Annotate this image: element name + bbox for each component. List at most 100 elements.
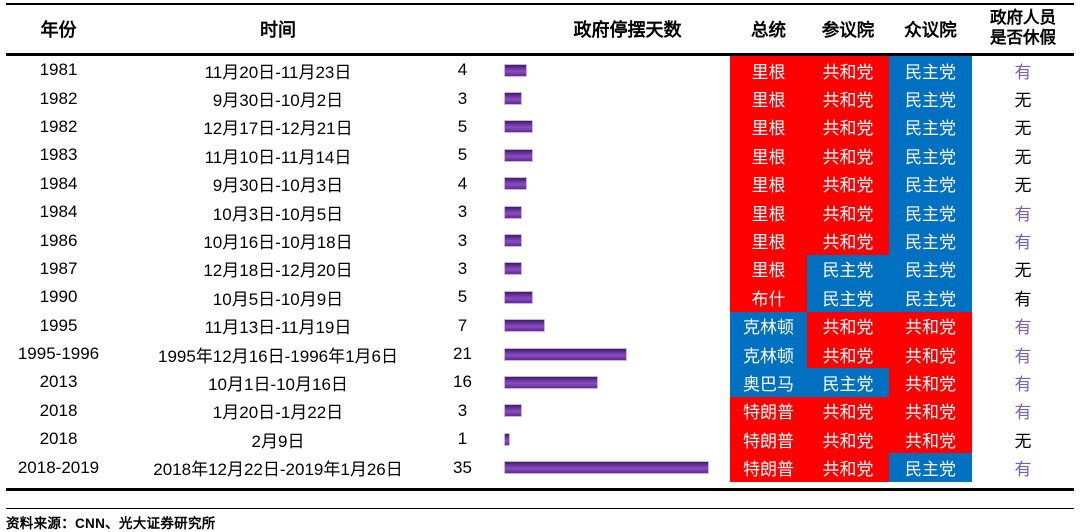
table-row: 2018 2月9日 1 特朗普 共和党 共和党 无 <box>6 425 1074 454</box>
header-furlough-line1: 政府人员 <box>990 9 1056 28</box>
shutdown-days-bar <box>504 177 528 191</box>
senate-cell: 共和党 <box>807 197 889 227</box>
time-cell: 1月20日-1月22日 <box>212 403 344 423</box>
furlough-cell: 无 <box>1014 176 1032 196</box>
time-cell: 10月3日-10月5日 <box>212 204 344 224</box>
source-divider-line <box>6 507 1074 509</box>
shutdown-days-value: 3 <box>457 230 468 250</box>
shutdown-days-bar <box>504 262 522 276</box>
time-cell: 2月9日 <box>251 431 305 451</box>
senate-cell: 共和党 <box>807 453 889 482</box>
shutdown-days-bar <box>504 148 534 162</box>
senate-cell: 民主党 <box>807 368 889 397</box>
time-cell: 9月30日-10月3日 <box>212 176 344 196</box>
shutdown-days-bar <box>504 347 628 361</box>
shutdown-days-bar <box>504 319 546 333</box>
header-shutdown-days: 政府停摆天数 <box>573 20 682 40</box>
year-cell: 1995 <box>39 315 78 335</box>
shutdown-days-bar <box>504 375 598 389</box>
time-cell: 9月30日-10月2日 <box>212 91 344 111</box>
time-cell: 12月17日-12月21日 <box>203 119 353 139</box>
year-cell: 1987 <box>39 258 78 278</box>
time-cell: 10月16日-10月18日 <box>203 233 353 253</box>
shutdown-days-bar <box>504 404 522 418</box>
year-cell: 2018-2019 <box>17 457 100 477</box>
furlough-cell: 有 <box>1014 460 1032 480</box>
time-cell: 2018年12月22日-2019年1月26日 <box>153 460 403 480</box>
shutdown-days-value: 16 <box>453 372 472 392</box>
president-cell: 里根 <box>730 112 807 142</box>
house-cell: 共和党 <box>889 425 972 454</box>
table-row: 1984 10月3日-10月5日 3 里根 共和党 民主党 有 <box>6 197 1074 227</box>
shutdown-days-bar <box>504 92 522 106</box>
shutdown-days-bar-cell <box>480 312 730 340</box>
shutdown-days-value: 3 <box>457 400 468 420</box>
shutdown-days-bar-cell <box>480 453 730 481</box>
house-cell: 民主党 <box>889 226 972 255</box>
president-cell: 里根 <box>730 169 807 198</box>
year-cell: 1986 <box>39 230 78 250</box>
house-cell: 民主党 <box>889 197 972 227</box>
year-cell: 2018 <box>39 429 78 449</box>
senate-cell: 民主党 <box>807 283 889 312</box>
table-row: 2013 10月1日-10月16日 16 奥巴马 民主党 共和党 有 <box>6 368 1074 397</box>
table-bottom-border <box>6 487 1074 491</box>
year-cell: 1990 <box>39 287 78 307</box>
header-president: 总统 <box>751 19 786 40</box>
time-cell: 1995年12月16日-1996年1月6日 <box>157 346 399 366</box>
senate-cell: 共和党 <box>807 84 889 113</box>
senate-cell: 共和党 <box>807 339 889 369</box>
house-cell: 民主党 <box>889 254 972 284</box>
president-cell: 里根 <box>730 254 807 284</box>
furlough-cell: 有 <box>1014 403 1032 423</box>
president-cell: 特朗普 <box>730 396 807 426</box>
shutdown-days-bar <box>504 120 534 134</box>
president-cell: 克林顿 <box>730 311 807 340</box>
shutdown-days-value: 3 <box>457 88 468 108</box>
table-body: 1981 11月20日-11月23日 4 里根 共和党 民主党 有 1982 9… <box>6 56 1074 482</box>
president-cell: 布什 <box>730 283 807 312</box>
year-cell: 2018 <box>39 400 78 420</box>
house-cell: 共和党 <box>889 311 972 340</box>
shutdown-days-bar <box>504 234 522 248</box>
house-cell: 民主党 <box>889 56 972 85</box>
shutdown-days-value: 5 <box>457 116 468 136</box>
source-note: 资料来源：CNN、光大证券研究所 <box>6 515 216 531</box>
house-cell: 民主党 <box>889 283 972 312</box>
year-cell: 1982 <box>39 116 78 136</box>
president-cell: 里根 <box>730 56 807 85</box>
senate-cell: 共和党 <box>807 56 889 85</box>
header-house: 众议院 <box>904 19 957 40</box>
president-cell: 特朗普 <box>730 453 807 482</box>
year-cell: 2013 <box>39 372 78 392</box>
shutdown-days-bar-cell <box>480 425 730 453</box>
furlough-cell: 无 <box>1014 91 1032 111</box>
furlough-cell: 有 <box>1014 62 1032 82</box>
shutdown-days-bar-cell <box>480 170 730 198</box>
shutdown-days-bar-cell <box>480 368 730 396</box>
senate-cell: 共和党 <box>807 112 889 142</box>
shutdown-days-bar-cell <box>480 198 730 226</box>
shutdown-days-value: 4 <box>457 60 468 80</box>
table-row: 1983 11月10日-11月14日 5 里根 共和党 民主党 无 <box>6 141 1074 170</box>
shutdown-days-value: 1 <box>457 429 468 449</box>
senate-cell: 共和党 <box>807 226 889 255</box>
shutdown-days-bar-cell <box>480 56 730 84</box>
time-cell: 10月1日-10月16日 <box>208 374 348 394</box>
president-cell: 特朗普 <box>730 425 807 454</box>
senate-cell: 共和党 <box>807 141 889 170</box>
time-cell: 11月10日-11月14日 <box>204 147 352 167</box>
senate-cell: 共和党 <box>807 396 889 426</box>
house-cell: 民主党 <box>889 112 972 142</box>
table-row: 1990 10月5日-10月9日 5 布什 民主党 民主党 有 <box>6 283 1074 312</box>
year-cell: 1984 <box>39 173 78 193</box>
shutdown-days-bar-cell <box>480 84 730 112</box>
shutdown-days-value: 3 <box>457 258 468 278</box>
house-cell: 共和党 <box>889 339 972 369</box>
shutdown-days-bar-cell <box>480 141 730 169</box>
shutdown-days-bar-cell <box>480 397 730 425</box>
time-cell: 11月13日-11月19日 <box>204 318 352 338</box>
furlough-cell: 有 <box>1014 346 1032 366</box>
time-cell: 11月20日-11月23日 <box>204 62 352 82</box>
house-cell: 共和党 <box>889 396 972 426</box>
